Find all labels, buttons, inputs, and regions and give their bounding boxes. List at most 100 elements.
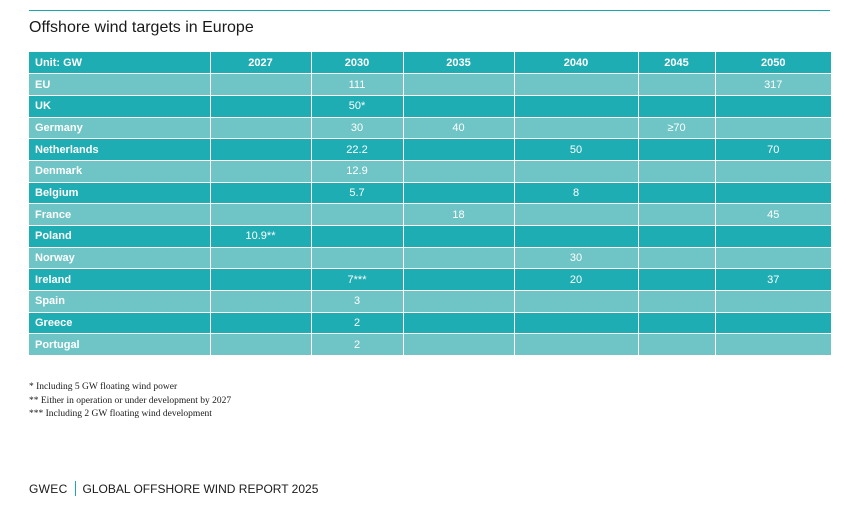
footnote-2: ** Either in operation or under developm…	[29, 395, 232, 406]
target-value: 5.7	[311, 182, 404, 205]
target-value	[210, 268, 312, 292]
header-year: 2045	[638, 52, 716, 75]
target-value	[638, 333, 716, 357]
country-name: Germany	[29, 117, 211, 140]
target-value	[514, 333, 639, 357]
header-year: 2040	[514, 52, 639, 75]
target-value	[514, 203, 639, 226]
target-value	[210, 333, 312, 357]
footnote-3: *** Including 2 GW floating wind develop…	[29, 409, 212, 419]
target-value	[403, 268, 515, 292]
target-value	[715, 117, 831, 140]
target-value	[638, 95, 716, 118]
target-value: 2	[311, 333, 404, 357]
country-name: Belgium	[29, 182, 211, 205]
target-value: ≥70	[638, 117, 716, 140]
target-value: 37	[715, 268, 831, 292]
target-value: 18	[403, 203, 515, 226]
target-value: 7***	[311, 268, 404, 292]
country-name: Netherlands	[29, 138, 211, 161]
target-value	[210, 117, 312, 140]
country-name: France	[29, 203, 211, 226]
target-value	[210, 73, 312, 96]
target-value	[403, 138, 515, 161]
target-value	[638, 268, 716, 292]
target-value	[514, 312, 639, 335]
country-name: Spain	[29, 290, 211, 313]
target-value	[403, 225, 515, 248]
target-value	[715, 95, 831, 118]
target-value: 45	[715, 203, 831, 226]
footer-report-title: GLOBAL OFFSHORE WIND REPORT 2025	[82, 481, 319, 496]
target-value	[403, 73, 515, 96]
target-value	[514, 95, 639, 118]
target-value	[514, 160, 639, 183]
target-value	[403, 312, 515, 335]
target-value	[210, 203, 312, 226]
target-value	[715, 312, 831, 335]
country-name: EU	[29, 73, 211, 96]
table-row: EU 111 317	[29, 73, 831, 96]
target-value	[638, 312, 716, 335]
table-row: Portugal 2	[29, 333, 831, 357]
country-name: Denmark	[29, 160, 211, 183]
target-value	[638, 290, 716, 313]
target-value	[403, 182, 515, 205]
target-value	[715, 225, 831, 248]
header-year: 2027	[210, 52, 312, 75]
target-value	[638, 225, 716, 248]
target-value	[210, 247, 312, 270]
target-value	[311, 247, 404, 270]
table-header-row: Unit: GW 2027 2030 2035 2040 2045 2050	[29, 52, 831, 75]
footnotes: * Including 5 GW floating wind power ** …	[29, 381, 231, 422]
target-value	[514, 225, 639, 248]
target-value	[638, 73, 716, 96]
table-row: France 18 45	[29, 203, 831, 226]
table-body: EU 111 317 UK 50* Germany 30 40 ≥70 Netherlands 22…	[29, 73, 831, 357]
target-value: 2	[311, 312, 404, 335]
country-name: Greece	[29, 312, 211, 335]
table-row: Norway 30	[29, 247, 831, 270]
target-value: 30	[311, 117, 404, 140]
country-name: Ireland	[29, 268, 211, 292]
header-year: 2050	[715, 52, 831, 75]
country-name: Norway	[29, 247, 211, 270]
table-row: Germany 30 40 ≥70	[29, 117, 831, 140]
table-row: Poland 10.9**	[29, 225, 831, 248]
target-value	[638, 138, 716, 161]
target-value	[514, 73, 639, 96]
target-value: 317	[715, 73, 831, 96]
header-year: 2035	[403, 52, 515, 75]
page-footer: GWEC GLOBAL OFFSHORE WIND REPORT 2025	[29, 481, 318, 496]
target-value	[638, 160, 716, 183]
target-value	[638, 203, 716, 226]
target-value	[514, 117, 639, 140]
table-row: Denmark 12.9	[29, 160, 831, 183]
target-value	[403, 95, 515, 118]
footer-separator	[74, 481, 76, 496]
target-value: 50*	[311, 95, 404, 118]
target-value	[715, 160, 831, 183]
target-value	[210, 95, 312, 118]
target-value: 10.9**	[210, 225, 312, 248]
top-divider	[29, 10, 830, 11]
header-year: 2030	[311, 52, 404, 75]
target-value	[403, 160, 515, 183]
target-value: 8	[514, 182, 639, 205]
target-value: 3	[311, 290, 404, 313]
target-value: 22.2	[311, 138, 404, 161]
page-title: Offshore wind targets in Europe	[29, 19, 254, 36]
target-value	[715, 182, 831, 205]
target-value	[210, 312, 312, 335]
target-value	[715, 290, 831, 313]
target-value: 70	[715, 138, 831, 161]
target-value	[210, 160, 312, 183]
target-value	[638, 182, 716, 205]
target-value	[514, 290, 639, 313]
target-value	[403, 247, 515, 270]
target-value	[403, 290, 515, 313]
table-row: Spain 3	[29, 290, 831, 313]
table-row: Netherlands 22.2 50 70	[29, 138, 831, 161]
target-value	[638, 247, 716, 270]
country-name: Poland	[29, 225, 211, 248]
